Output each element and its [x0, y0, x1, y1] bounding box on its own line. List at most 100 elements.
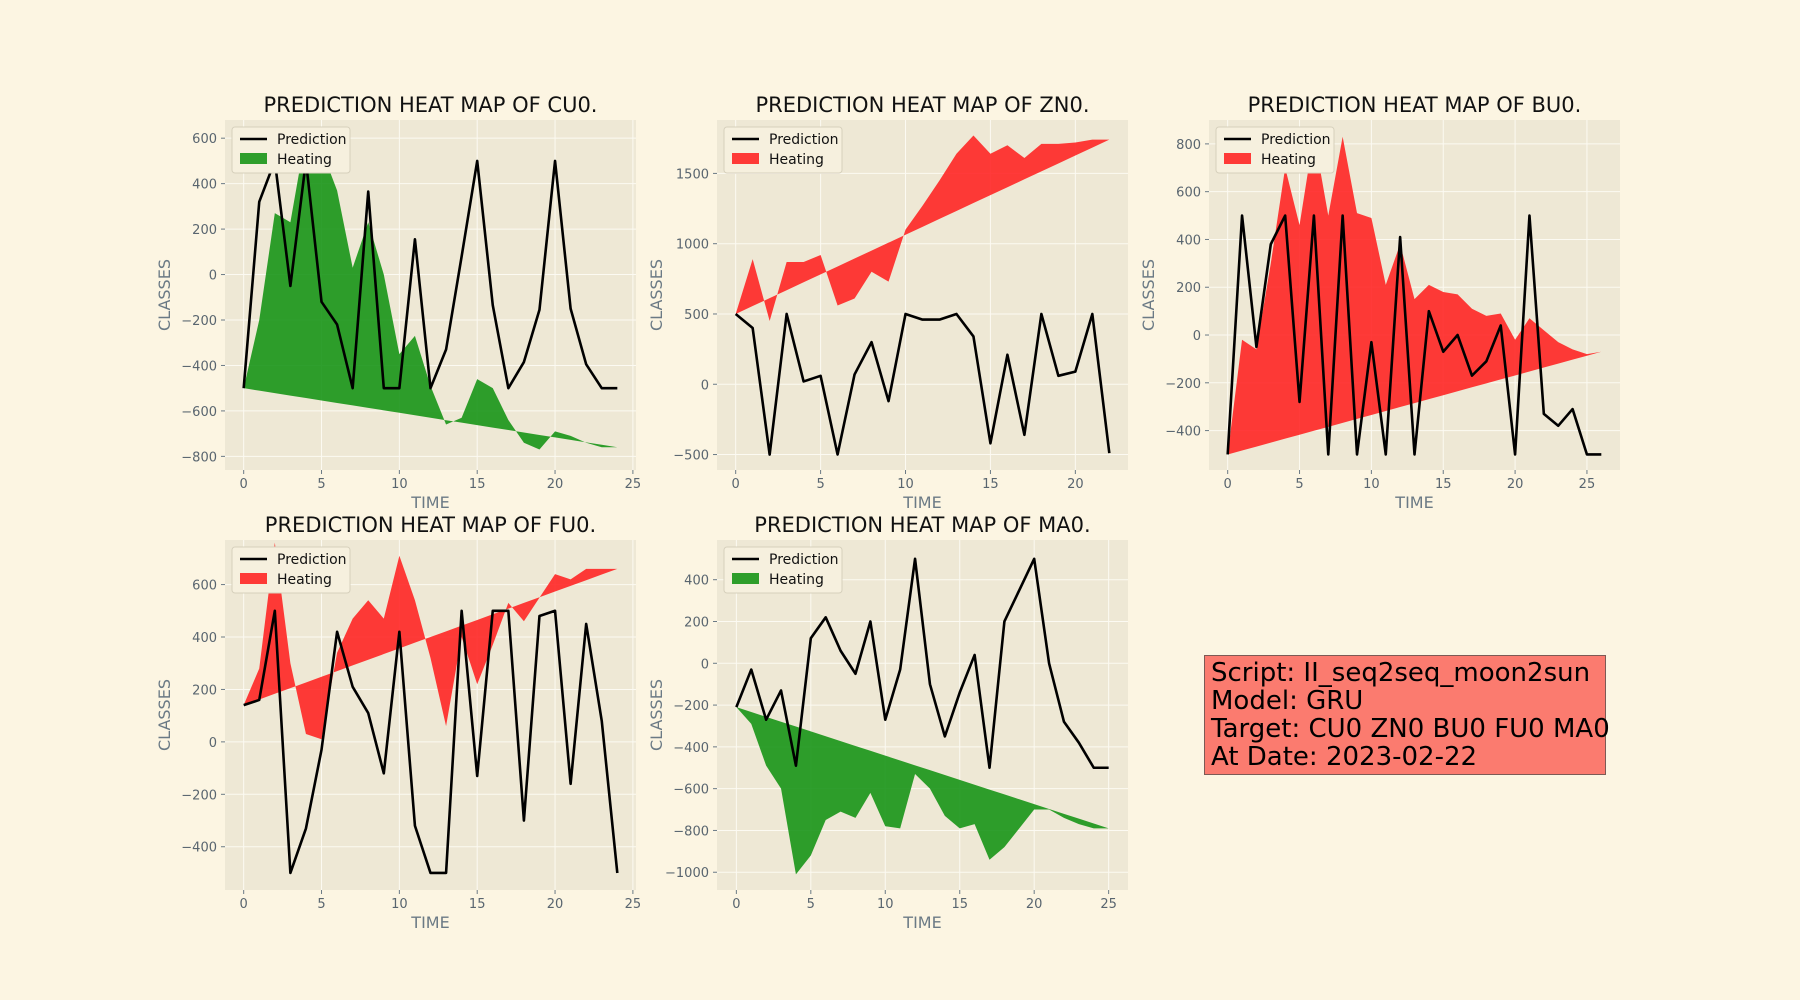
x-tick-label: 20 — [547, 897, 564, 912]
y-tick-label: 400 — [192, 178, 217, 193]
heating-area — [736, 707, 1109, 875]
info-date: At Date: 2023-02-22 — [1211, 742, 1478, 772]
chart-4: 0 5 10 15 20 25 −1000 −800 −600 −400 −200 0 200 400 PR… — [647, 513, 1128, 932]
x-tick-label: 20 — [1507, 477, 1524, 492]
legend-area-swatch — [1224, 153, 1251, 164]
legend-heating-label: Heating — [277, 572, 332, 588]
x-tick-label: 15 — [951, 897, 968, 912]
chart-title: PREDICTION HEAT MAP OF ZN0. — [755, 93, 1089, 117]
y-axis-label: CLASSES — [1139, 259, 1158, 331]
y-tick-label: 0 — [209, 269, 217, 284]
legend-heating-label: Heating — [769, 152, 824, 168]
y-axis-label: CLASSES — [155, 679, 174, 751]
y-tick-label: −200 — [1165, 377, 1201, 392]
y-tick-label: 600 — [192, 579, 217, 594]
y-tick-label: −500 — [673, 449, 709, 464]
x-axis-label: TIME — [902, 493, 941, 512]
chart-0: 0 5 10 15 20 25 −800 −600 −400 −200 0 200 400 600 PRED… — [155, 93, 641, 512]
x-tick-label: 25 — [1579, 477, 1596, 492]
y-tick-label: 600 — [192, 132, 217, 147]
x-tick-label: 25 — [625, 897, 642, 912]
x-tick-label: 20 — [1026, 897, 1043, 912]
y-tick-label: 0 — [701, 657, 709, 672]
legend-prediction-label: Prediction — [277, 132, 347, 148]
chart-title: PREDICTION HEAT MAP OF MA0. — [754, 513, 1090, 537]
y-tick-label: 400 — [684, 574, 709, 589]
x-tick-label: 15 — [469, 897, 486, 912]
y-tick-label: −400 — [673, 741, 709, 756]
x-axis-label: TIME — [410, 493, 449, 512]
prediction-line — [243, 609, 619, 875]
y-tick-label: 600 — [1176, 186, 1201, 201]
y-tick-label: 200 — [684, 615, 709, 630]
x-tick-label: 5 — [807, 897, 815, 912]
y-tick-label: −200 — [181, 788, 217, 803]
prediction-line — [1226, 214, 1602, 456]
y-tick-label: −400 — [181, 359, 217, 374]
y-tick-label: −800 — [181, 450, 217, 465]
x-tick-label: 10 — [391, 897, 408, 912]
y-tick-label: 200 — [192, 683, 217, 698]
x-axis-label: TIME — [410, 913, 449, 932]
x-tick-label: 0 — [240, 477, 248, 492]
y-axis-label: CLASSES — [647, 679, 666, 751]
legend-heating-label: Heating — [769, 572, 824, 588]
y-tick-label: −1000 — [665, 866, 709, 881]
info-model: Model: GRU — [1211, 686, 1364, 716]
chart-2: 0 5 10 15 20 25 −400 −200 0 200 400 600 800 PREDICTIO… — [1139, 93, 1620, 512]
heating-area — [735, 135, 1110, 322]
legend-heating-label: Heating — [277, 152, 332, 168]
y-tick-label: −600 — [673, 783, 709, 798]
x-tick-label: 5 — [1295, 477, 1303, 492]
x-tick-label: 5 — [317, 897, 325, 912]
x-tick-label: 10 — [1363, 477, 1380, 492]
x-tick-label: 0 — [1224, 477, 1232, 492]
y-tick-label: 0 — [701, 378, 709, 393]
y-tick-label: 400 — [1176, 233, 1201, 248]
y-tick-label: 200 — [1176, 281, 1201, 296]
heating-area — [243, 542, 618, 740]
legend: Prediction Heating — [231, 126, 351, 174]
chart-title: PREDICTION HEAT MAP OF CU0. — [264, 93, 598, 117]
legend-area-swatch — [240, 153, 267, 164]
y-tick-label: 0 — [1193, 329, 1201, 344]
chart-title: PREDICTION HEAT MAP OF BU0. — [1248, 93, 1582, 117]
y-tick-label: 1000 — [676, 238, 709, 253]
legend-prediction-label: Prediction — [1261, 132, 1331, 148]
legend: Prediction Heating — [1215, 126, 1335, 174]
x-tick-label: 20 — [1067, 477, 1084, 492]
x-tick-label: 25 — [1100, 897, 1117, 912]
x-tick-label: 20 — [547, 477, 564, 492]
y-tick-label: 400 — [192, 631, 217, 646]
y-tick-label: 1500 — [676, 167, 709, 182]
x-axis-label: TIME — [1394, 493, 1433, 512]
y-tick-label: 0 — [209, 736, 217, 751]
y-tick-label: 800 — [1176, 138, 1201, 153]
chart-title: PREDICTION HEAT MAP OF FU0. — [265, 513, 596, 537]
plot-area — [225, 540, 636, 890]
x-tick-label: 25 — [625, 477, 642, 492]
y-tick-label: −400 — [181, 841, 217, 856]
info-script: Script: II_seq2seq_moon2sun — [1211, 658, 1591, 688]
prediction-line — [734, 312, 1111, 456]
legend: Prediction Heating — [231, 546, 351, 594]
prediction-line — [735, 557, 1109, 770]
y-tick-label: 200 — [192, 223, 217, 238]
info-target: Target: CU0 ZN0 BU0 FU0 MA0 — [1211, 714, 1610, 744]
chart-3: 0 5 10 15 20 25 −400 −200 0 200 400 600 PREDICTION H… — [155, 513, 641, 932]
legend-area-swatch — [240, 573, 267, 584]
legend-area-swatch — [732, 153, 759, 164]
x-tick-label: 15 — [982, 477, 999, 492]
chart-1: 0 5 10 15 20 −500 0 500 1000 1500 PREDICTION HEAT … — [647, 93, 1128, 512]
x-tick-label: 10 — [877, 897, 894, 912]
info-box: Script: II_seq2seq_moon2sun Model: GRU T… — [1204, 655, 1610, 775]
legend: Prediction Heating — [723, 126, 843, 174]
y-tick-label: −800 — [673, 824, 709, 839]
y-tick-label: −600 — [181, 405, 217, 420]
y-tick-label: 500 — [684, 308, 709, 323]
x-tick-label: 10 — [391, 477, 408, 492]
legend-heating-label: Heating — [1261, 152, 1316, 168]
legend-prediction-label: Prediction — [769, 132, 839, 148]
legend-area-swatch — [732, 573, 759, 584]
